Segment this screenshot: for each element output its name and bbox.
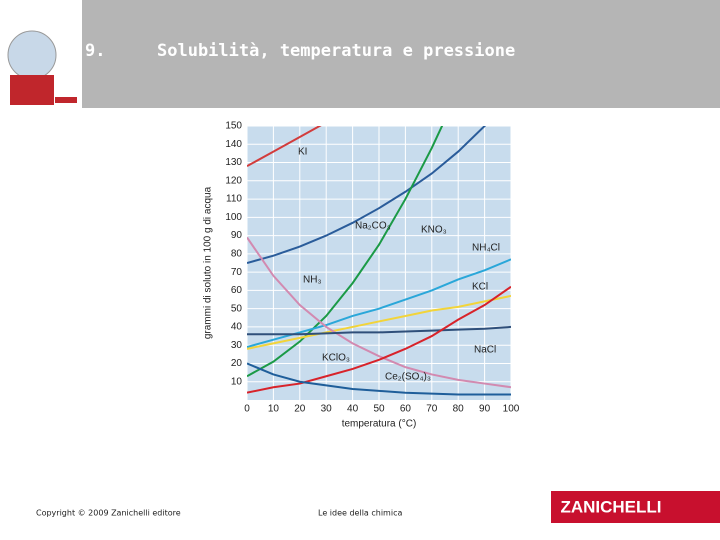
x-tick-label: 30 — [321, 404, 333, 415]
series-line — [247, 362, 511, 396]
series-label: Na₂CO₃ — [355, 221, 391, 232]
y-tick-label: 70 — [231, 267, 243, 278]
y-tick-label: 140 — [225, 139, 242, 150]
footer-book: Le idee della chimica — [318, 509, 402, 518]
y-tick-label: 150 — [225, 121, 242, 132]
cover-globe — [7, 30, 57, 80]
series-line — [247, 126, 444, 378]
y-tick-label: 60 — [231, 285, 243, 296]
x-tick-label: 80 — [453, 404, 465, 415]
book-cover — [0, 0, 82, 108]
series-line — [247, 285, 511, 394]
y-axis-label: grammi di soluto in 100 g di acqua — [203, 186, 214, 339]
header-band — [0, 0, 720, 108]
series-label: KClO₃ — [322, 353, 350, 364]
x-tick-label: 10 — [268, 404, 280, 415]
series-label: Ce₂(SO₄)₃ — [385, 372, 431, 383]
y-tick-label: 120 — [225, 175, 242, 186]
x-tick-label: 0 — [244, 404, 250, 415]
series-label: NH₃ — [303, 275, 322, 286]
y-tick-label: 130 — [225, 157, 242, 168]
series-label: KCl — [472, 282, 488, 293]
y-tick-label: 100 — [225, 212, 242, 223]
x-tick-label: 20 — [294, 404, 306, 415]
cover-logo — [55, 97, 77, 103]
slide-number: 9. — [85, 41, 105, 61]
series-label: NaCl — [474, 345, 496, 356]
series-line — [247, 236, 511, 389]
series-line — [247, 126, 322, 168]
series-label: KNO₃ — [421, 225, 447, 236]
y-tick-label: 40 — [231, 322, 243, 333]
y-tick-label: 90 — [231, 230, 243, 241]
series-line — [247, 294, 511, 350]
slide-title: Solubilità, temperatura e pressione — [157, 41, 515, 61]
x-tick-label: 50 — [373, 404, 385, 415]
x-axis-label: temperatura (°C) — [342, 419, 417, 430]
x-tick-label: 60 — [400, 404, 412, 415]
y-tick-label: 50 — [231, 303, 243, 314]
footer-copyright: Copyright © 2009 Zanichelli editore — [36, 509, 181, 518]
series-label: NH₄Cl — [472, 243, 500, 254]
series-label: KI — [298, 147, 307, 158]
series-line — [247, 126, 486, 264]
x-tick-label: 70 — [426, 404, 438, 415]
y-tick-label: 110 — [226, 194, 242, 205]
y-tick-label: 30 — [231, 340, 243, 351]
cover-base — [10, 75, 54, 105]
y-tick-label: 20 — [231, 358, 243, 369]
lines — [247, 126, 511, 400]
series-line — [247, 325, 511, 336]
logo-band — [551, 491, 720, 523]
y-tick-label: 10 — [231, 376, 243, 387]
y-tick-label: 80 — [231, 249, 243, 260]
x-tick-label: 90 — [479, 404, 491, 415]
x-tick-label: 40 — [347, 404, 359, 415]
logo: ZANICHELLI — [560, 497, 661, 516]
x-tick-label: 100 — [503, 404, 520, 415]
